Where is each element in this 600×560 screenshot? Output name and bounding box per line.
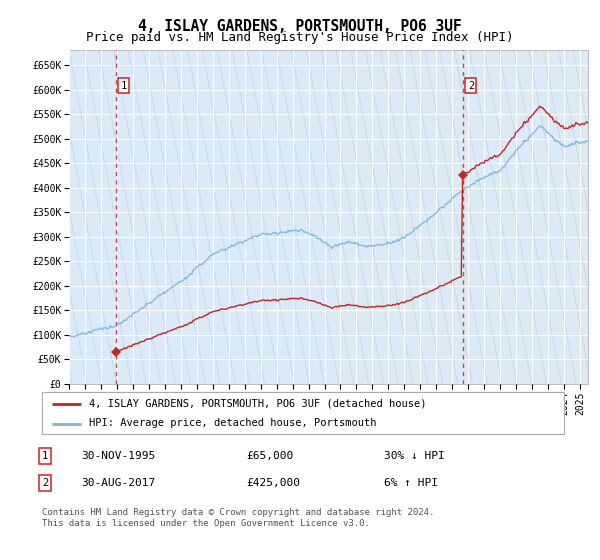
Text: Price paid vs. HM Land Registry's House Price Index (HPI): Price paid vs. HM Land Registry's House …: [86, 31, 514, 44]
Text: 30-NOV-1995: 30-NOV-1995: [81, 451, 155, 461]
Text: Contains HM Land Registry data © Crown copyright and database right 2024.
This d: Contains HM Land Registry data © Crown c…: [42, 508, 434, 528]
Text: 2: 2: [468, 81, 474, 91]
Text: 4, ISLAY GARDENS, PORTSMOUTH, PO6 3UF (detached house): 4, ISLAY GARDENS, PORTSMOUTH, PO6 3UF (d…: [89, 399, 427, 409]
Text: 4, ISLAY GARDENS, PORTSMOUTH, PO6 3UF: 4, ISLAY GARDENS, PORTSMOUTH, PO6 3UF: [138, 19, 462, 34]
Text: 30% ↓ HPI: 30% ↓ HPI: [384, 451, 445, 461]
Text: 2: 2: [42, 478, 48, 488]
Text: 30-AUG-2017: 30-AUG-2017: [81, 478, 155, 488]
Text: £65,000: £65,000: [246, 451, 293, 461]
Text: £425,000: £425,000: [246, 478, 300, 488]
Text: 1: 1: [42, 451, 48, 461]
FancyBboxPatch shape: [42, 392, 564, 434]
Text: HPI: Average price, detached house, Portsmouth: HPI: Average price, detached house, Port…: [89, 418, 376, 428]
Text: 1: 1: [121, 81, 127, 91]
Text: 6% ↑ HPI: 6% ↑ HPI: [384, 478, 438, 488]
